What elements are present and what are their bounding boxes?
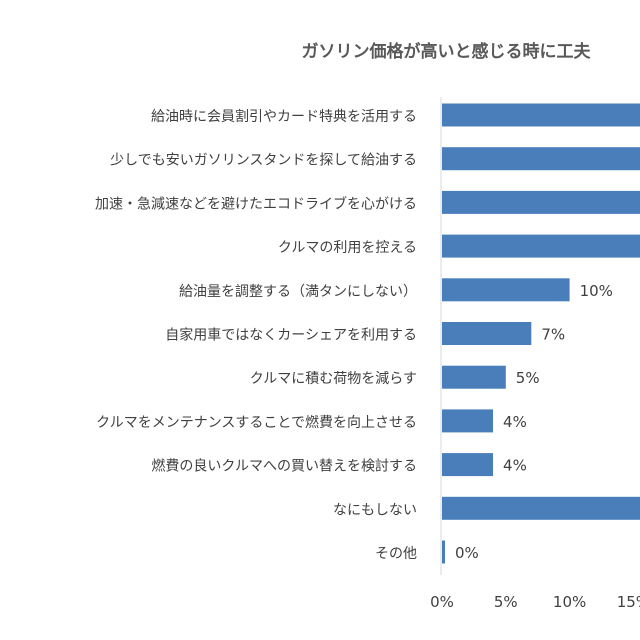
data-label: 5% xyxy=(516,369,540,387)
bar xyxy=(442,190,640,214)
category-label: 加速・急減速などを避けたエコドライブを心がける xyxy=(95,195,417,212)
category-label: 給油時に会員割引やカード特典を活用する xyxy=(151,108,417,125)
x-tick-label: 10% xyxy=(553,593,586,611)
category-label: なにもしない xyxy=(333,502,417,518)
bar xyxy=(442,496,640,520)
chart-title: ガソリン価格が高いと感じる時に工夫 xyxy=(302,41,592,62)
category-label: クルマに積む荷物を減らす xyxy=(250,370,417,387)
bar xyxy=(442,322,532,345)
bar xyxy=(442,147,640,171)
bar xyxy=(442,365,506,389)
category-label: 自家用車ではなくカーシェアを利用する xyxy=(165,327,417,344)
x-tick-label: 15% xyxy=(617,593,640,611)
category-label: クルマの利用を控える xyxy=(278,240,417,256)
x-tick-label: 0% xyxy=(430,593,454,611)
data-label: 10% xyxy=(580,282,613,300)
category-label: 燃費の良いクルマへの買い替えを検討する xyxy=(151,458,417,475)
data-label: 4% xyxy=(503,457,527,475)
data-label: 7% xyxy=(541,326,565,344)
bar xyxy=(442,234,640,258)
bar xyxy=(442,540,445,564)
data-label: 4% xyxy=(503,413,527,431)
bar xyxy=(442,278,570,302)
bar xyxy=(442,453,494,477)
bar xyxy=(442,103,640,127)
category-label: その他 xyxy=(375,546,417,562)
category-label: クルマをメンテナンスすることで燃費を向上させる xyxy=(96,414,417,431)
bar xyxy=(442,409,494,433)
category-label: 少しでも安いガソリンスタンドを探して給油する xyxy=(110,153,417,169)
x-tick-label: 5% xyxy=(494,593,518,611)
data-label: 0% xyxy=(455,544,479,562)
category-label: 給油量を調整する（満タンにしない） xyxy=(179,284,417,300)
